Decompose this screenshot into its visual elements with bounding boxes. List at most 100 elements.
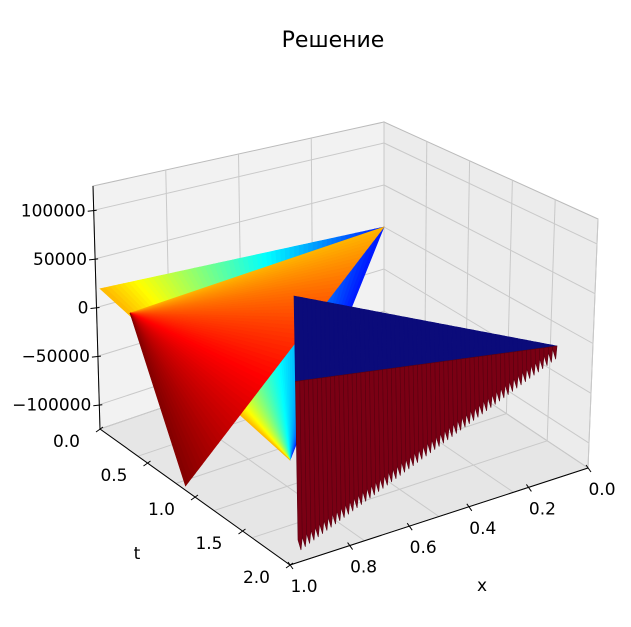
surface-facet [517,338,523,352]
surface-facet [465,357,471,424]
grid-line-z-right [383,226,594,344]
t-tick-label: 2.0 [243,568,270,588]
surface-facet [530,340,536,350]
surface-facet [412,364,420,463]
surface-facet [539,342,545,349]
x-tick-label: 0.8 [350,558,377,578]
grid-line-z-right [383,268,592,394]
surface-facet [534,348,541,373]
surface-facet [430,362,437,450]
grid-line-z-left [94,184,385,260]
surface-facet [508,336,514,353]
t-tick-label: 1.5 [195,534,222,554]
surface-facet [534,341,540,350]
surface-facet [425,362,433,454]
x-tick-label: 1.0 [290,577,317,597]
x-tick-label: 0.2 [529,499,556,519]
surface-facet [500,352,506,399]
surface-facet [386,368,394,483]
surface-facet [513,350,519,389]
z-tick-mark [91,355,101,358]
t-tick-label: 0.5 [100,466,127,486]
surface-facet [477,330,484,357]
x-tick-mark [287,561,294,570]
t-axis-label: t [134,544,141,564]
surface-facet [469,356,476,421]
surface-facet [517,350,523,386]
surface-facet [552,345,558,360]
x-tick-label: 0.0 [588,480,615,500]
grid-line-z-right [383,184,596,295]
surface-facet [464,328,471,359]
t-tick-mark [190,494,199,501]
surface-facet [547,346,553,363]
surface-facet [482,331,488,357]
surface-facet [490,333,497,356]
surface-facet [478,355,484,415]
surface-facet [434,361,441,447]
x-tick-mark [585,464,592,473]
surface-facet [295,380,303,551]
t-tick-mark [238,528,246,535]
surface-facet [539,347,545,370]
surface-facet [308,378,316,541]
surface-facet [443,360,450,441]
surface-facet [312,378,320,538]
axes: 100000 50000 0 −50000 −100000 0.0 0.5 1.0 1.5 2.0… [12,185,616,597]
surface-facet [543,346,549,366]
surface-facet [438,360,446,444]
surface-facet [499,334,505,355]
surface-facet [129,312,190,487]
t-tick-mark [143,460,151,467]
surface-facet [504,335,510,354]
x-tick-mark [466,503,473,512]
chart-title: Решение [282,28,385,53]
z-tick-label: −50000 [22,347,90,367]
t-tick-label: 1.0 [148,500,175,520]
surface-facet [299,379,307,547]
surface-facet [495,333,501,355]
z-tick-mark [89,258,99,261]
surface-facet [508,351,515,392]
z-tick-mark [93,404,103,407]
t-tick-mark [95,426,104,433]
surface-facet [316,377,325,534]
x-axis-line [289,467,589,566]
surface-facet [421,363,428,457]
x-tick-label: 0.6 [410,538,437,558]
x-tick-label: 0.4 [469,519,496,539]
z-tick-label: 100000 [21,201,86,221]
surface-facet [417,363,424,460]
surface-facet [482,355,489,412]
surface-facet [456,358,463,431]
surface-facet [526,339,532,351]
surface-facet [404,365,411,470]
surface-facet [486,354,493,408]
x-tick-mark [406,522,413,531]
x-axis-label: x [477,576,487,596]
surface-facet [321,376,329,531]
grid-line-z-left [93,142,385,211]
t-tick-mark [285,562,294,569]
z-tick-label: 50000 [33,250,87,270]
z-tick-mark [87,209,97,212]
surface-facet [526,349,532,379]
surface-facet [491,353,497,405]
surface-facet [473,356,480,418]
surface-facet [460,358,467,428]
surface [99,226,558,551]
surface-facet [473,329,479,358]
x-tick-mark [347,542,354,550]
z-tick-label: −100000 [12,396,91,416]
z-tick-label: 0 [78,299,89,319]
surface-facet [486,332,492,356]
z-tick-mark [90,307,100,309]
surface-facet [512,337,519,353]
grid-line-z-right [383,142,598,245]
surface-facet [452,359,459,434]
surface-facet [460,327,466,360]
surface-facet [303,379,312,544]
surface-facet [408,365,415,467]
surface-facet [530,348,536,376]
surface-facet [399,366,407,473]
